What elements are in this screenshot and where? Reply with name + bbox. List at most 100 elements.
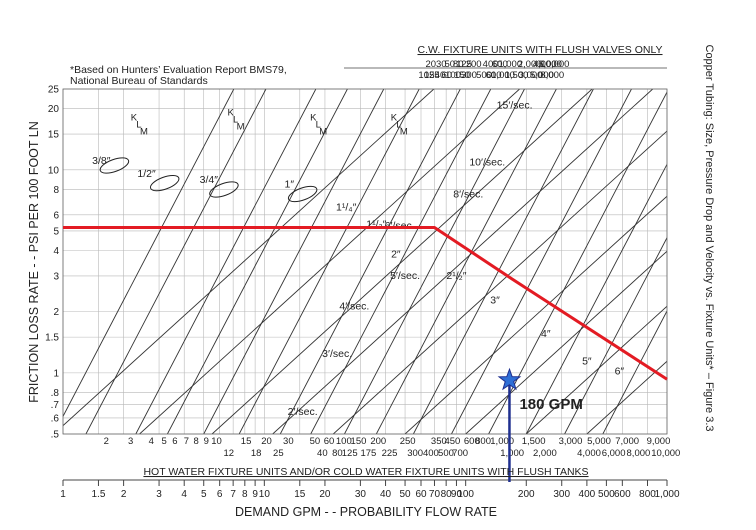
velocity-line — [404, 195, 667, 434]
x-tick-label: 300 — [553, 489, 570, 500]
pipe-size-label: 1/2″ — [137, 168, 156, 180]
y-tick-label: 8 — [53, 185, 59, 196]
velocity-line — [586, 360, 667, 434]
top-axis-tick-label: 5,000 — [530, 70, 554, 81]
top-axis-tick-label: 15 — [424, 70, 435, 81]
inner-axis-tick-label: 600 — [464, 436, 480, 447]
top-axis-tick-label: 4,000 — [533, 59, 557, 70]
klm-label: M — [237, 122, 245, 133]
top-axis-tick-label: 60 — [441, 70, 452, 81]
pipe-size-line — [310, 89, 492, 434]
x-tick-label: 600 — [614, 489, 631, 500]
inner-axis-tick-label: 700 — [452, 448, 468, 459]
velocity-label: 5′/sec. — [390, 270, 420, 282]
velocity-line — [63, 89, 435, 427]
top-axis-tick-label: 6,000 — [538, 59, 562, 70]
pipe-size-label: 1″ — [284, 178, 294, 190]
inner-axis-tick-label: 450 — [444, 436, 460, 447]
marker-label: 180 GPM — [519, 396, 582, 413]
klm-label: K — [391, 112, 398, 123]
pipe-size-label: 6″ — [615, 366, 625, 378]
x-tick-label: 500 — [598, 489, 615, 500]
x-tick-label: 4 — [181, 489, 187, 500]
pipe-size-line — [564, 236, 667, 434]
inner-axis-tick-label: 80 — [332, 448, 343, 459]
inner-axis-tick-label: 7,000 — [615, 436, 639, 447]
klm-label: L — [316, 119, 321, 130]
x-tick-label: 2 — [121, 489, 127, 500]
y-tick-label: 1.5 — [45, 333, 59, 344]
inner-axis-tick-label: 225 — [382, 448, 398, 459]
x-tick-label: 60 — [415, 489, 427, 500]
pipe-size-line — [166, 89, 348, 434]
chart-labels: 3/8″1/2″ 3/4″ 1″1¹/₄″1¹/₂″2″2¹/₂″3″4″5″6″K… — [92, 100, 624, 418]
pipe-size-label: 4″ — [541, 328, 551, 340]
top-axis-tick-label: 150 — [454, 70, 470, 81]
inner-axis-tick-label: 60 — [324, 436, 335, 447]
pipe-size-label: 3/8″ — [92, 155, 111, 167]
top-axis-tick-label: 125 — [456, 59, 472, 70]
diagonal-lines — [63, 89, 667, 434]
pipe-size-line — [279, 89, 461, 434]
inner-axis-tick-label: 800 — [475, 436, 491, 447]
velocity-line — [465, 250, 667, 434]
y-tick-label: 5 — [53, 226, 59, 237]
plot-frame — [62, 88, 668, 435]
x-tick-label: 40 — [380, 489, 392, 500]
pipe-size-line — [375, 89, 557, 434]
inner-axis-tick-label: 4 — [149, 436, 154, 447]
pipe-size-label: 1¹/₄″ — [336, 202, 357, 214]
inner-axis-tick-label: 1,000 — [500, 448, 524, 459]
klm-label: L — [136, 119, 141, 130]
bottom-inner-axis-label: HOT WATER FIXTURE UNITS AND/OR COLD WATE… — [143, 466, 588, 478]
inner-axis-tick-label: 9 — [204, 436, 209, 447]
x-tick-label: 6 — [217, 489, 223, 500]
inner-axis-tick-label: 125 — [342, 448, 358, 459]
note-line-2: National Bureau of Standards — [70, 75, 208, 87]
inner-axis-tick-label: 150 — [351, 436, 367, 447]
klm-label: M — [319, 126, 327, 137]
x-tick-label: 800 — [639, 489, 656, 500]
inner-axis-tick-label: 18 — [251, 448, 262, 459]
inner-axis-tick-label: 2 — [104, 436, 109, 447]
y-tick-label: .5 — [51, 430, 60, 441]
y-tick-label: 20 — [48, 104, 60, 115]
x-tick-label: 1,000 — [654, 489, 679, 500]
top-axis-tick-label: 200 — [466, 59, 482, 70]
x-tick-label: 9 — [252, 489, 258, 500]
x-tick-label: 400 — [579, 489, 596, 500]
side-title: Copper Tubing: Size, Pressure Drop and V… — [703, 44, 715, 431]
top-axis-tick-label: 400 — [483, 59, 499, 70]
inner-axis-tick-label: 4,000 — [577, 448, 601, 459]
x-tick-label: 15 — [294, 489, 306, 500]
klm-label: L — [396, 119, 401, 130]
inner-axis-tick-label: 50 — [310, 436, 321, 447]
pipe-size-label: 3″ — [490, 294, 500, 306]
klm-label: K — [310, 112, 317, 123]
pipe-size-ellipse — [99, 157, 130, 174]
x-tick-label: 80 — [441, 489, 453, 500]
klm-label: M — [140, 126, 148, 137]
velocity-line — [139, 89, 520, 434]
inner-axis-tick-label: 20 — [261, 436, 272, 447]
klm-label: L — [233, 115, 238, 126]
inner-axis-tick-label: 25 — [273, 448, 284, 459]
top-axis-tick-label: 2,000 — [518, 59, 542, 70]
inner-axis-tick-label: 5 — [161, 436, 166, 447]
top-axis-tick-label: 1,000 — [498, 59, 522, 70]
y-tick-label: 15 — [48, 130, 60, 141]
pipe-size-ellipse — [209, 181, 239, 198]
inner-axis-tick-label: 30 — [283, 436, 294, 447]
x-axis-label: DEMAND GPM - - PROBABILITY FLOW RATE — [235, 505, 497, 519]
pipe-size-line — [525, 163, 667, 434]
top-axis-tick-label: 20 — [426, 59, 437, 70]
x-tick-label: 1 — [60, 489, 66, 500]
series — [63, 225, 668, 381]
x-tick-label: 1.5 — [91, 489, 105, 500]
x-tick-label: 7 — [230, 489, 236, 500]
top-axis-tick-label: 80 — [453, 59, 464, 70]
klm-label: M — [400, 126, 408, 137]
x-tick-label: 3 — [156, 489, 162, 500]
